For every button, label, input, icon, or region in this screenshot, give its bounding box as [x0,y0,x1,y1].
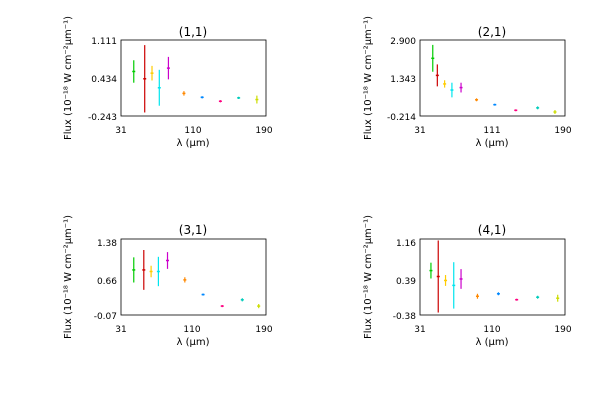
panel-1-frame [121,40,266,116]
panel-4-ytick-top: 1.16 [396,239,416,249]
panel-1-xtick-right: 190 [255,126,272,136]
panel-4: (4,1) 1.16 0.39 -0.38 31 110 190 λ (μm) … [363,215,572,348]
panel-4-xtick-right: 190 [554,325,571,335]
panel-4-ylabel: Flux (10⁻¹⁸ W cm⁻²μm⁻¹) [363,215,374,339]
panel-3-ylabel: Flux (10⁻¹⁸ W cm⁻²μm⁻¹) [63,215,74,339]
panel-4-ytick-bottom: -0.38 [393,312,417,322]
panel-4-marks [429,240,559,312]
panel-3-ytick-mid: 0.66 [97,277,117,287]
panel-3-xtick-left: 31 [115,325,126,335]
panel-3-title: (3,1) [179,223,207,237]
panel-2-title: (2,1) [478,25,506,39]
panel-2-ytick-top: 2.900 [390,37,416,47]
panel-4-xtick-mid: 110 [483,325,500,335]
panel-4-xtick-left: 31 [414,325,425,335]
panel-3: (3,1) 1.38 0.66 -0.07 31 110 190 λ (μm) … [63,215,273,348]
panel-2-ylabel: Flux (10⁻¹⁸ W cm⁻²μm⁻¹) [363,16,374,140]
panel-2-xtick-mid: 111 [483,126,500,136]
panel-1-ytick-mid: 0.434 [91,75,117,85]
panel-1-ytick-bottom: -0.243 [88,113,117,123]
panel-1: (1,1) 1.111 0.434 -0.243 31 110 190 λ (μ… [63,16,273,149]
panel-4-title: (4,1) [478,223,506,237]
panel-3-ytick-bottom: -0.07 [94,312,117,322]
panel-2-xlabel: λ (μm) [475,138,508,149]
panel-3-marks [132,250,260,308]
panel-4-xlabel: λ (μm) [475,337,508,348]
panel-2-ytick-mid: 1.343 [390,75,416,85]
panel-3-xtick-right: 190 [255,325,272,335]
panel-1-xtick-mid: 110 [184,126,201,136]
panel-4-ytick-mid: 0.39 [396,277,416,287]
panel-2-frame [420,40,565,116]
panel-1-xtick-left: 31 [115,126,126,136]
panel-3-frame [121,239,266,315]
panel-2-ytick-bottom: -0.214 [387,113,416,123]
panel-1-title: (1,1) [179,25,207,39]
panel-1-ylabel: Flux (10⁻¹⁸ W cm⁻²μm⁻¹) [63,16,74,140]
panel-2-marks [431,45,556,114]
panel-3-xtick-mid: 110 [183,325,200,335]
panel-1-xlabel: λ (μm) [176,138,209,149]
panel-2-xtick-right: 190 [554,126,571,136]
panel-3-ytick-top: 1.38 [97,239,117,249]
panel-1-ytick-top: 1.111 [91,37,117,47]
panel-1-marks [132,45,258,112]
panel-2: (2,1) 2.900 1.343 -0.214 31 111 190 λ (μ… [363,16,572,149]
panel-3-xlabel: λ (μm) [176,337,209,348]
panel-2-xtick-left: 31 [414,126,425,136]
panel-4-frame [420,239,565,315]
